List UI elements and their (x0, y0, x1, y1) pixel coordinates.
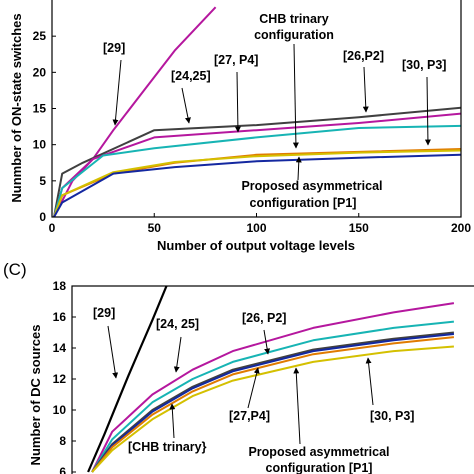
bottom-annotation-chb: [CHB trinary} (128, 440, 207, 454)
top-annotation-27-p4: [27, P4] (214, 53, 258, 67)
top-series-line-6 (53, 153, 461, 217)
bottom-arrow-27-p4 (247, 367, 260, 409)
top-annotation-30-p3: [30, P3] (402, 58, 446, 72)
bottom-series-line-6 (91, 345, 454, 473)
bottom-y-tick-label-3: 12 (53, 372, 67, 386)
top-x-tick-label-4: 200 (451, 221, 471, 235)
bottom-series-line-5 (91, 336, 455, 473)
top-series-line-3 (53, 124, 461, 217)
top-series-line-1 (53, 106, 461, 217)
top-annotation-26-p2: [26,P2] (343, 49, 384, 63)
top-annotation-proposed-2: configuration [P1] (250, 196, 357, 210)
top-x-tick-label-3: 150 (349, 221, 369, 235)
top-arrow-30-p3 (424, 76, 431, 146)
bottom-annotation-29: [29] (93, 306, 115, 320)
bottom-arrow-30-p3 (365, 357, 374, 406)
top-chart: 0 50 100 150 200 0 5 10 15 20 25 Number of output… (9, 0, 471, 253)
bottom-y-ticks: 6 8 10 12 14 16 18 (53, 279, 76, 474)
top-x-tick-label-0: 0 (49, 221, 56, 235)
panel-label-c: (C) (3, 260, 27, 279)
top-y-tick-label-5: 25 (33, 29, 47, 43)
bottom-chart: (C) 6 8 10 12 14 16 18 Number of DC sources [2… (3, 260, 474, 474)
bottom-annotation-proposed-2: configuration [P1] (266, 461, 373, 474)
bottom-y-tick-label-0: 6 (59, 465, 66, 474)
top-y-tick-label-0: 0 (39, 210, 46, 224)
bottom-series-line-4 (91, 333, 455, 473)
top-y-tick-label-2: 10 (33, 138, 47, 152)
top-y-ticks: 0 5 10 15 20 25 (33, 29, 56, 224)
bottom-y-tick-label-6: 18 (53, 279, 67, 293)
bottom-y-axis-label: Number of DC sources (28, 325, 43, 466)
bottom-y-tick-label-2: 10 (53, 403, 67, 417)
top-arrow-chb (292, 43, 299, 149)
top-annotation-chb-1: CHB trinary (259, 12, 329, 26)
bottom-arrow-proposed (293, 367, 301, 445)
bottom-y-tick-label-5: 16 (53, 310, 67, 324)
top-series-group (53, 6, 461, 217)
bottom-series-group (87, 286, 455, 473)
top-arrow-26-p2 (362, 66, 369, 113)
top-annotation-24-25: [24,25] (171, 69, 211, 83)
top-y-tick-label-4: 20 (33, 65, 47, 79)
top-x-ticks: 0 50 100 150 200 (49, 213, 471, 235)
top-arrow-proposed (295, 156, 302, 181)
bottom-annotation-27-p4: [27,P4] (229, 409, 270, 423)
top-x-axis-label: Number of output voltage levels (157, 238, 355, 253)
bottom-series-line-0 (87, 286, 168, 473)
bottom-series-line-3 (91, 331, 455, 473)
top-series-line-5 (53, 149, 461, 217)
top-y-tick-label-1: 5 (39, 174, 46, 188)
bottom-arrow-chb (169, 403, 176, 439)
top-annotation-proposed-1: Proposed asymmetrical (241, 179, 382, 193)
bottom-arrow-26-p2 (263, 329, 271, 355)
bottom-series-line-1 (91, 302, 455, 473)
bottom-y-tick-label-4: 14 (53, 341, 67, 355)
bottom-series-line-2 (91, 320, 455, 473)
bottom-y-tick-label-1: 8 (59, 434, 66, 448)
top-annotation-29: [29] (103, 41, 125, 55)
bottom-annotation-26-p2: [26, P2] (242, 311, 286, 325)
top-arrow-24-25 (181, 87, 191, 124)
top-annotation-chb-2: configuration (254, 28, 334, 42)
top-series-line-0 (53, 6, 217, 217)
top-y-axis-label: Nunmber of ON-state switches (9, 13, 24, 202)
bottom-arrow-29 (107, 325, 119, 379)
top-arrow-29 (112, 59, 122, 126)
bottom-annotation-24-25: [24, 25] (156, 317, 199, 331)
top-y-tick-label-3: 15 (33, 102, 47, 116)
bottom-arrow-24-25 (173, 336, 182, 373)
bottom-annotation-proposed-1: Proposed asymmetrical (248, 445, 389, 459)
bottom-plot-frame (71, 285, 474, 474)
bottom-annotation-30-p3: [30, P3] (370, 409, 414, 423)
top-x-tick-label-1: 50 (148, 221, 162, 235)
top-arrow-27-p4 (234, 71, 241, 133)
top-x-tick-label-2: 100 (246, 221, 266, 235)
